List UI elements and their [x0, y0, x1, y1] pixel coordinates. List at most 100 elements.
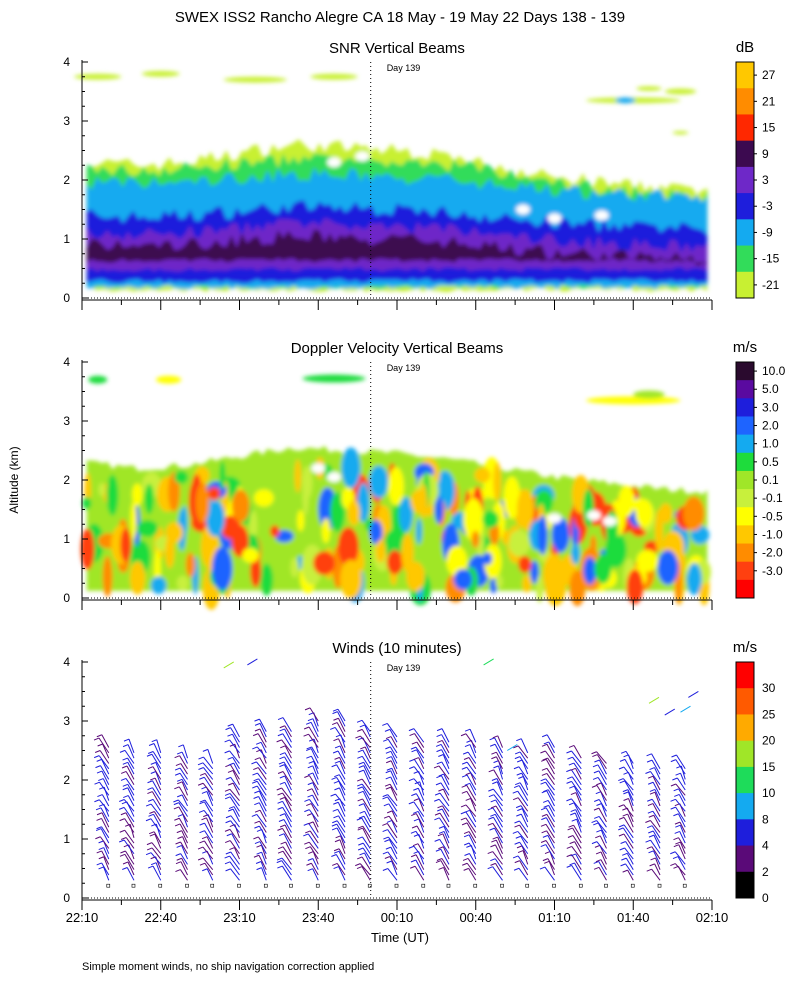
wind-barb [438, 765, 450, 780]
wind-barb-flag [463, 842, 470, 846]
wind-barb [361, 856, 371, 870]
wind-barb-flag [225, 776, 231, 780]
wind-barb-flag [358, 790, 364, 794]
wind-barb-flag [254, 722, 261, 726]
wind-barb-flag [386, 767, 393, 771]
wind-barb [308, 809, 319, 823]
colorbar-tick-label: 15 [762, 760, 776, 774]
wind-barb [127, 762, 135, 775]
wind-barb-flag [228, 782, 234, 786]
doppler-gap [327, 472, 341, 483]
wind-barb-flag [648, 850, 654, 854]
wind-barb-flag [120, 812, 127, 816]
wind-barb-flag [438, 825, 445, 829]
wind-barb-flag [513, 785, 520, 789]
wind-barb [547, 835, 555, 849]
wind-barb-flag [463, 867, 469, 871]
wind-barb-flag [96, 850, 102, 854]
wind-barb [258, 855, 267, 870]
wind-barb [204, 830, 214, 844]
colorbar-tick-label: 3 [762, 173, 769, 187]
wind-barb-flag [227, 756, 233, 760]
wind-barb [495, 839, 503, 854]
wind-barb [675, 806, 686, 823]
doppler-cell [294, 459, 302, 493]
wind-profile [539, 734, 556, 888]
wind-barb-flag [173, 806, 180, 810]
wind-barb-flag [96, 817, 102, 821]
wind-barb-flag [645, 839, 651, 843]
doppler-cell [302, 465, 313, 499]
wind-barb [256, 746, 267, 759]
wind-barb [336, 764, 346, 780]
wind-barb [623, 817, 634, 833]
footer-note: Simple moment winds, no ship navigation … [82, 961, 374, 973]
doppler-upper-echo [156, 375, 182, 384]
wind-barb-flag [94, 750, 101, 753]
wind-barb-flag [357, 786, 363, 790]
wind-barb [152, 865, 162, 881]
wind-barb-flag [120, 850, 126, 854]
wind-profile [487, 735, 504, 888]
wind-profile [355, 719, 372, 888]
wind-barb [520, 813, 529, 828]
wind-barb-flag [148, 831, 155, 835]
wind-barb-flag [199, 776, 205, 780]
calm-marker [578, 883, 583, 888]
wind-barb-flag [277, 800, 283, 804]
wind-barb-flag [332, 862, 338, 866]
wind-barb-flag [224, 792, 231, 796]
colorbar-tick-label: -2.0 [762, 546, 783, 560]
wind-barb-flag [411, 793, 417, 797]
wind-barb [388, 815, 398, 828]
wind-profile [276, 717, 293, 888]
wind-barb [202, 846, 214, 860]
wind-barb [230, 777, 240, 791]
wind-barb [414, 733, 425, 748]
colorbar-tick-label: 1.0 [762, 437, 779, 451]
wind-barb [601, 803, 607, 817]
wind-barb [361, 720, 371, 732]
wind-barb [418, 818, 425, 833]
snr-gap [516, 204, 530, 215]
wind-barb [152, 751, 162, 764]
wind-barb-flag [197, 782, 204, 786]
wind-barb-flag [382, 796, 388, 800]
doppler-cell [401, 533, 414, 573]
colorbar-swatch [736, 507, 754, 526]
wind-barb [442, 805, 450, 817]
wind-barb-upper [247, 658, 258, 666]
wind-barb [417, 811, 425, 823]
wind-barb-flag [463, 831, 470, 834]
wind-barb-flag [224, 796, 231, 800]
wind-barb-flag [253, 836, 259, 840]
wind-barb-flag [570, 812, 576, 816]
wind-barb [390, 760, 398, 775]
wind-barb [234, 744, 240, 759]
wind-barb [312, 718, 319, 732]
wind-barb [599, 845, 607, 860]
wind-barb [572, 835, 582, 849]
doppler-cell [337, 527, 359, 567]
wind-barb [99, 750, 110, 764]
wind-barb-flag [254, 825, 260, 829]
wind-barb [494, 827, 503, 844]
wind-barb-flag [621, 857, 627, 861]
wind-barb-flag [566, 854, 572, 858]
wind-barb [204, 799, 214, 812]
wind-barb-flag [176, 857, 182, 861]
wind-barb [600, 851, 607, 865]
wind-barb [676, 777, 686, 791]
wind-barb-flag [330, 726, 336, 730]
panel-title: Winds (10 minutes) [332, 640, 461, 657]
wind-barb-flag [357, 836, 363, 840]
wind-barb [127, 795, 135, 807]
wind-barb [466, 785, 477, 801]
wind-barb-flag [199, 830, 205, 834]
wind-barb [364, 746, 371, 759]
wind-barb-flag [517, 808, 523, 812]
wind-barb [519, 860, 529, 876]
wind-barb [575, 809, 582, 823]
wind-barb [312, 782, 319, 796]
wind-barb-flag [175, 861, 182, 865]
